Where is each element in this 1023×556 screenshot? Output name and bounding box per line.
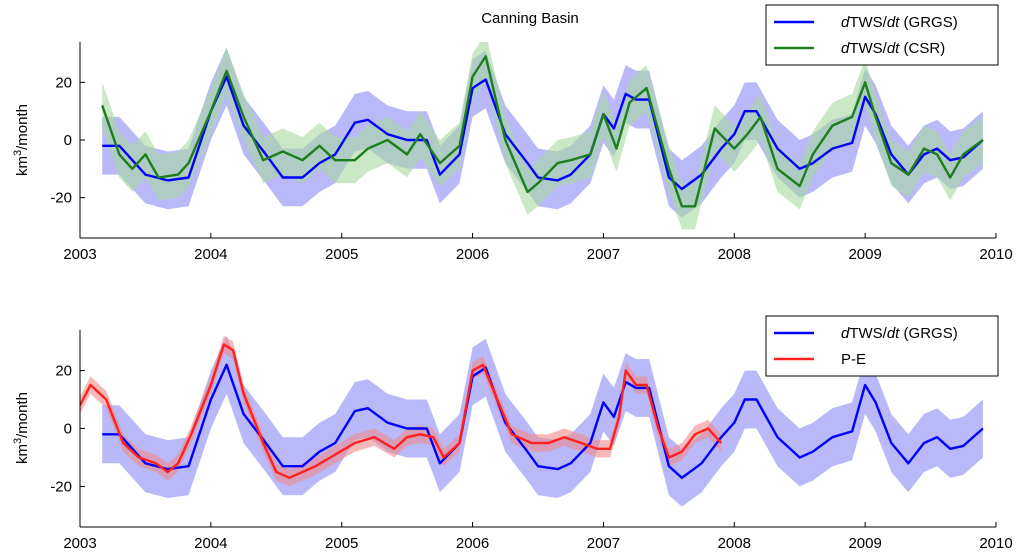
x-tick-label: 2006 <box>456 535 489 552</box>
x-tick-label: 2005 <box>325 535 358 552</box>
x-tick-label: 2006 <box>456 246 489 263</box>
legend-box <box>765 315 999 377</box>
y-tick-label: 0 <box>64 132 72 149</box>
x-tick-label: 2007 <box>587 535 620 552</box>
x-tick-label: 2009 <box>848 535 881 552</box>
legend-box <box>765 4 999 66</box>
panel-title: Canning Basin <box>481 10 579 27</box>
x-tick-label: 2004 <box>194 535 227 552</box>
x-tick-label: 2003 <box>63 535 96 552</box>
x-tick-label: 2010 <box>979 246 1012 263</box>
legend-label: dTWS/dt (CSR) <box>841 40 945 57</box>
y-tick-label: -20 <box>50 190 72 207</box>
uncertainty-band <box>80 335 722 487</box>
x-tick-label: 2004 <box>194 246 227 263</box>
legend-label: P-E <box>841 351 866 368</box>
x-tick-label: 2010 <box>979 535 1012 552</box>
x-tick-label: 2008 <box>718 246 751 263</box>
x-tick-label: 2008 <box>718 535 751 552</box>
y-axis-label: km3/month <box>12 392 31 464</box>
top-panel: Canning Basin 2003 2004 2005 2006 2007 2008 20… <box>12 4 1013 263</box>
x-tick-label: 2003 <box>63 246 96 263</box>
x-tick-label: 2009 <box>848 246 881 263</box>
series-line <box>102 75 984 191</box>
series-line <box>80 343 723 479</box>
plot-area <box>101 42 984 230</box>
bottom-panel: 2003 2004 2005 2006 2007 2008 2009 2010 20 0 -20 k… <box>12 315 1013 552</box>
series-line <box>102 363 984 479</box>
x-tick-label: 2005 <box>325 246 358 263</box>
y-axis-label: km3/month <box>12 104 31 176</box>
y-tick-label: 20 <box>55 74 72 91</box>
x-tick-label: 2007 <box>587 246 620 263</box>
legend-label: dTWS/dt (GRGS) <box>841 14 958 31</box>
series-line <box>101 55 984 208</box>
plot-area <box>80 335 984 507</box>
axes: 2003 2004 2005 2006 2007 2008 2009 2010 20 0 -20 <box>50 330 1013 552</box>
uncertainty-band <box>102 47 983 218</box>
legend: dTWS/dt (GRGS) P-E <box>765 315 999 377</box>
y-tick-label: -20 <box>50 478 72 495</box>
y-tick-label: 0 <box>64 421 72 438</box>
legend-label: dTWS/dt (GRGS) <box>841 325 958 342</box>
uncertainty-band <box>102 42 983 230</box>
legend: dTWS/dt (GRGS) dTWS/dt (CSR) <box>765 4 999 66</box>
y-tick-label: 20 <box>55 363 72 380</box>
axes: 2003 2004 2005 2006 2007 2008 2009 2010 20 0 -20 <box>50 42 1013 263</box>
